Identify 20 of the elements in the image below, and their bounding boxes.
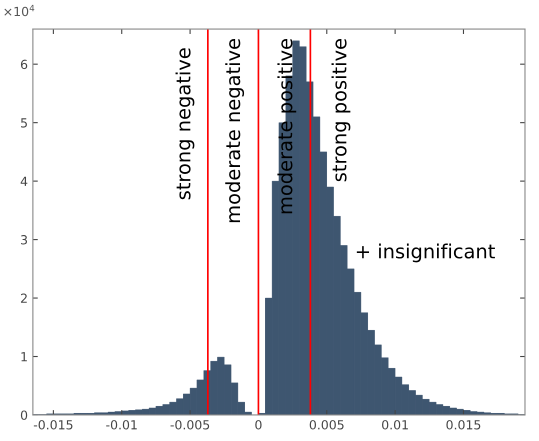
- annotation: strong positive: [332, 39, 350, 182]
- x-tick-label: -0.005: [170, 420, 210, 430]
- y-tick-label: 0: [20, 410, 28, 420]
- x-tick-label: 0.005: [310, 420, 344, 430]
- annotation: moderate positive: [277, 39, 296, 214]
- x-tick-label: -0.015: [34, 420, 72, 430]
- x-tick-label: -0.01: [106, 420, 137, 430]
- x-tick-label: 0.015: [446, 420, 480, 430]
- annotation: strong negative: [176, 48, 194, 200]
- x-tick-label: 0.01: [382, 420, 408, 430]
- annotation: + insignificant: [356, 244, 495, 262]
- y-tick-label: 5: [21, 118, 27, 128]
- y-tick-label: 6: [20, 60, 28, 70]
- y-tick-label: 4: [20, 176, 28, 186]
- annotation: moderate negative: [225, 39, 244, 222]
- x-tick-label: 0: [255, 420, 262, 430]
- text: ×10$^{4}$: [4, 4, 34, 16]
- y-tick-label: 2: [20, 294, 27, 303]
- y-tick-label: 3: [21, 235, 28, 245]
- y-tick-label: 1: [21, 352, 27, 362]
